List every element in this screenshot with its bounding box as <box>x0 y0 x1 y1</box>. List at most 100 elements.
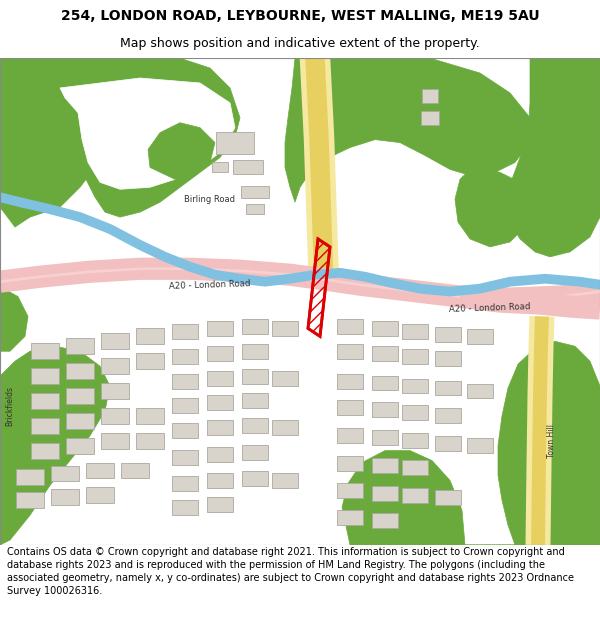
Bar <box>101 333 129 349</box>
Bar <box>272 321 298 336</box>
Text: A20 - London Road: A20 - London Road <box>449 302 531 314</box>
Bar <box>272 473 298 488</box>
Polygon shape <box>0 346 110 545</box>
Bar <box>242 471 268 486</box>
Bar <box>402 349 428 364</box>
Bar <box>402 379 428 394</box>
Polygon shape <box>0 58 100 227</box>
Bar <box>467 438 493 453</box>
Bar <box>337 344 363 359</box>
Bar <box>337 483 363 498</box>
Bar <box>31 418 59 434</box>
Bar <box>207 497 233 512</box>
Bar <box>337 319 363 334</box>
Bar <box>435 351 461 366</box>
Polygon shape <box>342 451 465 545</box>
Bar <box>121 462 149 478</box>
Bar <box>172 476 198 491</box>
Polygon shape <box>0 287 28 351</box>
Bar <box>207 346 233 361</box>
Bar <box>233 161 263 174</box>
Text: A20 - London Road: A20 - London Road <box>169 279 251 291</box>
Bar <box>207 473 233 488</box>
Polygon shape <box>455 168 530 247</box>
Bar <box>86 462 114 478</box>
Text: Map shows position and indicative extent of the property.: Map shows position and indicative extent… <box>120 37 480 50</box>
Polygon shape <box>148 122 215 179</box>
Text: Contains OS data © Crown copyright and database right 2021. This information is : Contains OS data © Crown copyright and d… <box>7 548 574 596</box>
Bar <box>172 500 198 515</box>
Bar <box>402 460 428 475</box>
Bar <box>16 492 44 508</box>
Bar <box>216 132 254 154</box>
Bar <box>86 488 114 503</box>
Bar <box>372 458 398 473</box>
Bar <box>402 406 428 420</box>
Bar <box>31 368 59 384</box>
Bar <box>66 388 94 404</box>
Bar <box>435 327 461 342</box>
Bar <box>372 512 398 528</box>
Bar <box>435 490 461 505</box>
Bar <box>272 371 298 386</box>
Bar <box>402 324 428 339</box>
Bar <box>372 402 398 418</box>
Bar <box>172 349 198 364</box>
Bar <box>242 369 268 384</box>
Bar <box>372 430 398 445</box>
Bar <box>136 328 164 344</box>
Bar <box>172 324 198 339</box>
Bar <box>242 445 268 460</box>
Bar <box>101 383 129 399</box>
Bar <box>467 329 493 344</box>
Bar <box>272 420 298 435</box>
Polygon shape <box>285 58 530 202</box>
Text: Brickfields: Brickfields <box>5 386 14 426</box>
Bar <box>136 408 164 424</box>
Text: Birling Road: Birling Road <box>185 195 235 204</box>
Bar <box>172 450 198 465</box>
Bar <box>207 396 233 411</box>
Bar <box>467 384 493 399</box>
Text: 254, LONDON ROAD, LEYBOURNE, WEST MALLING, ME19 5AU: 254, LONDON ROAD, LEYBOURNE, WEST MALLIN… <box>61 9 539 23</box>
Bar <box>242 344 268 359</box>
Bar <box>31 442 59 459</box>
Bar <box>66 338 94 354</box>
Bar <box>372 486 398 501</box>
Bar <box>51 466 79 481</box>
Bar <box>101 408 129 424</box>
Bar <box>172 399 198 413</box>
Bar <box>172 423 198 438</box>
Bar <box>402 433 428 448</box>
Bar <box>372 376 398 391</box>
Bar <box>435 381 461 396</box>
Bar <box>422 89 438 103</box>
Bar <box>136 432 164 449</box>
Bar <box>337 428 363 443</box>
Bar <box>101 432 129 449</box>
Bar <box>31 393 59 409</box>
Bar <box>207 447 233 462</box>
Bar <box>66 413 94 429</box>
Bar <box>435 408 461 423</box>
Bar <box>246 204 264 214</box>
Bar <box>66 438 94 454</box>
Bar <box>207 420 233 435</box>
Bar <box>242 394 268 408</box>
Polygon shape <box>460 341 600 545</box>
Bar <box>136 353 164 369</box>
Bar <box>337 374 363 389</box>
Bar <box>51 489 79 505</box>
Text: Town Hill: Town Hill <box>548 424 557 458</box>
Polygon shape <box>508 58 600 257</box>
Bar <box>207 371 233 386</box>
Bar <box>242 418 268 433</box>
Bar <box>66 363 94 379</box>
Bar <box>402 488 428 502</box>
Bar <box>337 456 363 471</box>
Bar <box>337 401 363 416</box>
Bar <box>372 321 398 336</box>
Bar <box>101 358 129 374</box>
Bar <box>242 319 268 334</box>
Bar <box>16 469 44 486</box>
